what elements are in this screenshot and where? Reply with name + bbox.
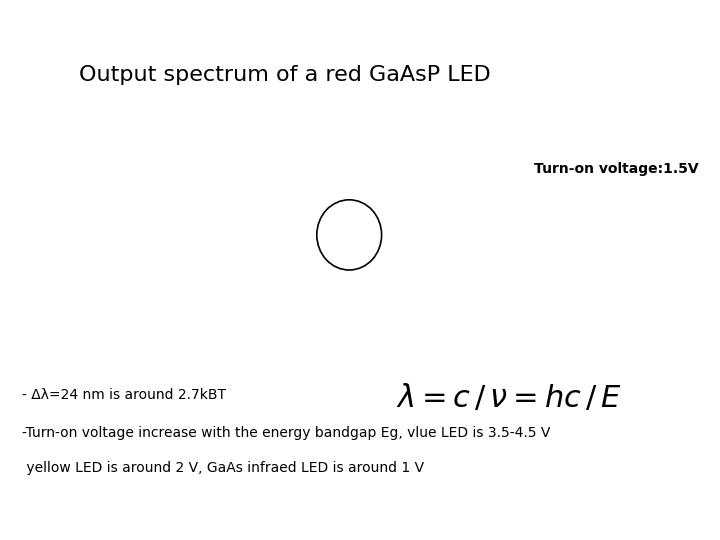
Text: - Δλ=24 nm is around 2.7kBT: - Δλ=24 nm is around 2.7kBT: [22, 388, 225, 402]
Text: Output spectrum of a red GaAsP LED: Output spectrum of a red GaAsP LED: [79, 65, 491, 85]
Text: Turn-on voltage:1.5V: Turn-on voltage:1.5V: [534, 162, 698, 176]
Text: $\lambda = c\,/\,\nu = hc\,/\,E$: $\lambda = c\,/\,\nu = hc\,/\,E$: [396, 382, 622, 413]
Text: yellow LED is around 2 V, GaAs infraed LED is around 1 V: yellow LED is around 2 V, GaAs infraed L…: [22, 461, 424, 475]
Text: -Turn-on voltage increase with the energy bandgap Eg, vlue LED is 3.5-4.5 V: -Turn-on voltage increase with the energ…: [22, 426, 550, 440]
